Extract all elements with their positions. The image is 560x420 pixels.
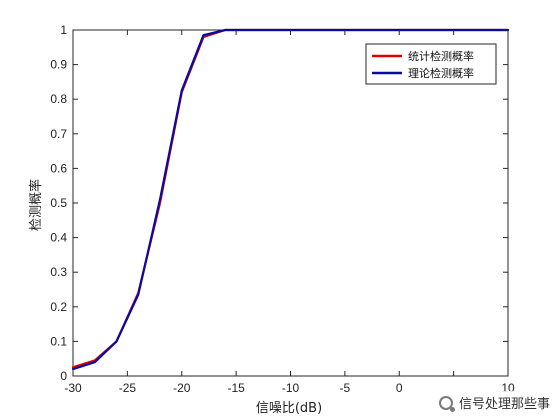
wechat-logo-icon [438, 395, 455, 412]
y-tick-label: 1 [60, 23, 67, 37]
x-tick-label: 0 [396, 381, 403, 395]
x-tick-label: -20 [173, 381, 191, 395]
y-tick-label: 0.2 [50, 300, 67, 314]
y-tick-label: 0.1 [50, 334, 67, 348]
x-tick-label: -30 [64, 381, 82, 395]
x-tick-label: -25 [119, 381, 137, 395]
legend-label-1: 统计检测概率 [408, 49, 474, 63]
axis-ticks: -30 -25 -20 -15 -10 -5 0 1000.10.20.30.40.50.60… [50, 23, 515, 395]
legend-box [365, 43, 497, 85]
y-tick-label: 0 [60, 369, 67, 383]
plot-area [72, 29, 509, 377]
watermark: 信号处理那些事 [434, 391, 554, 414]
y-tick-label: 0.6 [50, 161, 67, 175]
y-tick-label: 0.3 [50, 265, 67, 279]
y-tick-label: 0.8 [50, 92, 67, 106]
y-tick-label: 0.4 [50, 231, 67, 245]
x-tick-label: -10 [282, 381, 300, 395]
y-tick-label: 0.9 [50, 58, 67, 72]
y-tick-label: 0.5 [50, 196, 67, 210]
y-tick-label: 0.7 [50, 127, 67, 141]
x-tick-label: -5 [340, 381, 351, 395]
watermark-text: 信号处理那些事 [458, 397, 550, 412]
plot-frame [72, 29, 509, 377]
y-axis-label: 检测概率 [28, 179, 44, 231]
legend-label-2: 理论检测概率 [408, 66, 474, 80]
x-axis-label: 信噪比(dB) [256, 401, 322, 416]
x-tick-label: -15 [227, 381, 245, 395]
